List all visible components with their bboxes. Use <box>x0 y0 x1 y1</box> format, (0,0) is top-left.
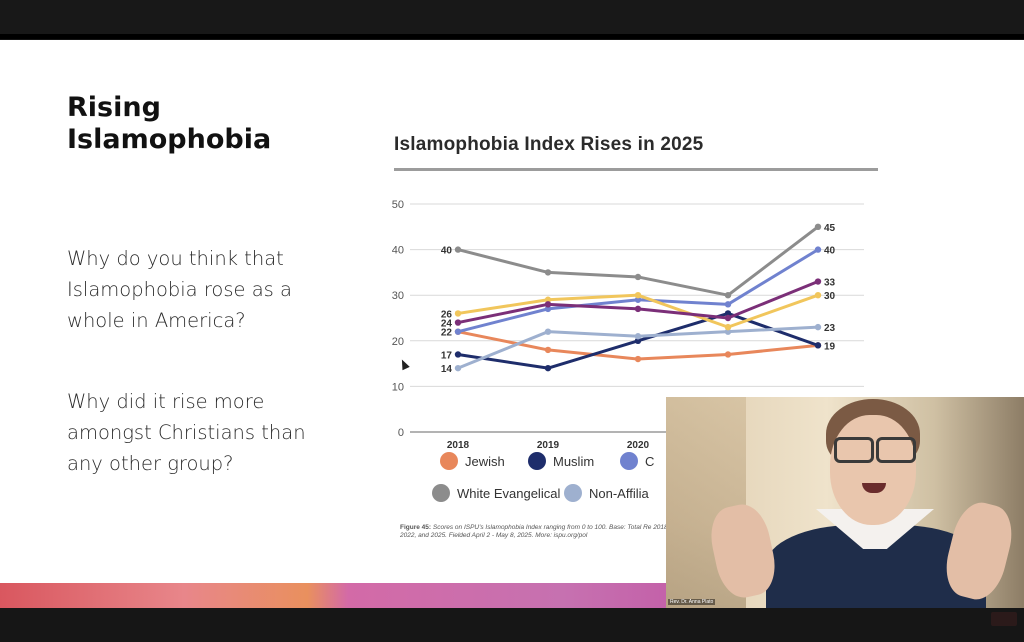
data-point <box>544 305 552 313</box>
bottom-bar <box>0 608 1024 642</box>
data-point <box>814 223 822 230</box>
data-label: 22 <box>441 328 453 339</box>
data-label: 19 <box>824 341 836 352</box>
data-point <box>634 355 642 363</box>
data-label: 30 <box>824 291 836 302</box>
data-point <box>634 292 642 299</box>
data-point <box>454 246 462 253</box>
data-point <box>724 292 732 299</box>
data-point <box>634 337 642 344</box>
data-label: 17 <box>441 350 453 361</box>
slide-title: Rising Islamophobia <box>67 92 271 156</box>
data-point <box>454 364 462 372</box>
legend-label: Jewish <box>465 453 505 469</box>
data-label: 24 <box>441 319 453 330</box>
data-label: 40 <box>824 246 836 257</box>
legend-item: Muslim <box>528 452 594 470</box>
glasses-icon <box>834 437 916 463</box>
data-point <box>724 328 732 335</box>
y-tick-label: 0 <box>398 427 404 439</box>
data-point <box>724 314 732 322</box>
data-point <box>814 278 822 285</box>
chart-title-rule <box>394 168 878 171</box>
data-point <box>454 328 462 335</box>
slide-title-line2: Islamophobia <box>67 124 272 155</box>
data-point <box>544 301 552 308</box>
x-tick-label: 2019 <box>537 440 560 450</box>
legend-label: C <box>645 453 655 469</box>
data-point <box>814 323 822 331</box>
legend-label: Non-Affilia <box>589 485 649 501</box>
data-point <box>544 328 552 335</box>
data-point <box>544 296 552 303</box>
data-point <box>454 351 462 358</box>
data-point <box>544 346 552 354</box>
webcam-speaker-right-hand <box>939 497 1019 605</box>
data-label: 33 <box>824 278 836 289</box>
top-bar <box>0 0 1024 37</box>
legend-item: Jewish <box>440 452 505 470</box>
legend-swatch <box>432 484 450 502</box>
x-tick-label: 2020 <box>627 440 650 450</box>
series-line <box>456 225 820 297</box>
y-tick-label: 50 <box>392 199 404 211</box>
data-point <box>634 305 642 313</box>
data-point <box>634 296 642 303</box>
data-point <box>724 301 732 308</box>
legend-swatch <box>564 484 582 502</box>
legend-label: Muslim <box>553 453 595 469</box>
data-label: 40 <box>441 246 453 257</box>
data-point <box>454 310 462 317</box>
question-2: Why did it rise more amongst Christians … <box>67 390 306 475</box>
channel-logo-icon <box>991 612 1017 626</box>
question-1: Why do you think that Islamophobia rose … <box>67 247 292 332</box>
data-point <box>724 323 732 331</box>
legend-item: C <box>620 452 654 470</box>
presentation-slide: Rising Islamophobia Why do you think tha… <box>0 40 1024 608</box>
chart-legend: Jewish Muslim C White Evangelical Non-Affili… <box>432 452 740 512</box>
y-tick-label: 40 <box>392 245 404 257</box>
data-point <box>544 269 552 276</box>
data-label: 45 <box>824 223 836 234</box>
data-label: 14 <box>441 364 453 375</box>
data-point <box>724 351 732 358</box>
y-tick-label: 10 <box>392 381 404 393</box>
x-tick-label: 2018 <box>447 440 470 450</box>
webcam-speaker-mouth <box>862 483 886 493</box>
y-tick-label: 20 <box>392 336 404 348</box>
webcam-overlay: Rev. Dr. Anna Plato <box>666 397 1024 608</box>
top-divider <box>0 34 1024 39</box>
data-point <box>634 273 642 281</box>
data-label: 23 <box>824 323 836 334</box>
caption-label: Figure 45: <box>400 524 432 531</box>
legend-swatch <box>440 452 458 470</box>
chart-title: Islamophobia Index Rises in 2025 <box>394 134 704 155</box>
data-label: 26 <box>441 309 453 320</box>
data-point <box>544 364 552 372</box>
data-point <box>454 319 462 326</box>
webcam-speaker-face <box>830 415 916 525</box>
data-point <box>634 333 642 340</box>
data-point <box>724 310 732 317</box>
legend-item: White Evangelical <box>432 484 560 502</box>
chart-caption: Figure 45: Scores on ISPU's Islamophobia… <box>400 524 720 540</box>
legend-swatch <box>620 452 638 470</box>
slide-title-line1: Rising <box>67 92 161 123</box>
legend-swatch <box>528 452 546 470</box>
y-tick-label: 30 <box>392 290 404 302</box>
legend-item: Non-Affilia <box>564 484 649 502</box>
data-point <box>814 246 822 253</box>
legend-label: White Evangelical <box>457 485 561 501</box>
caption-text: Scores on ISPU's Islamophobia Index rang… <box>400 524 706 539</box>
data-point <box>814 342 822 349</box>
data-point <box>814 292 822 299</box>
webcam-name-label: Rev. Dr. Anna Plato <box>668 599 716 605</box>
